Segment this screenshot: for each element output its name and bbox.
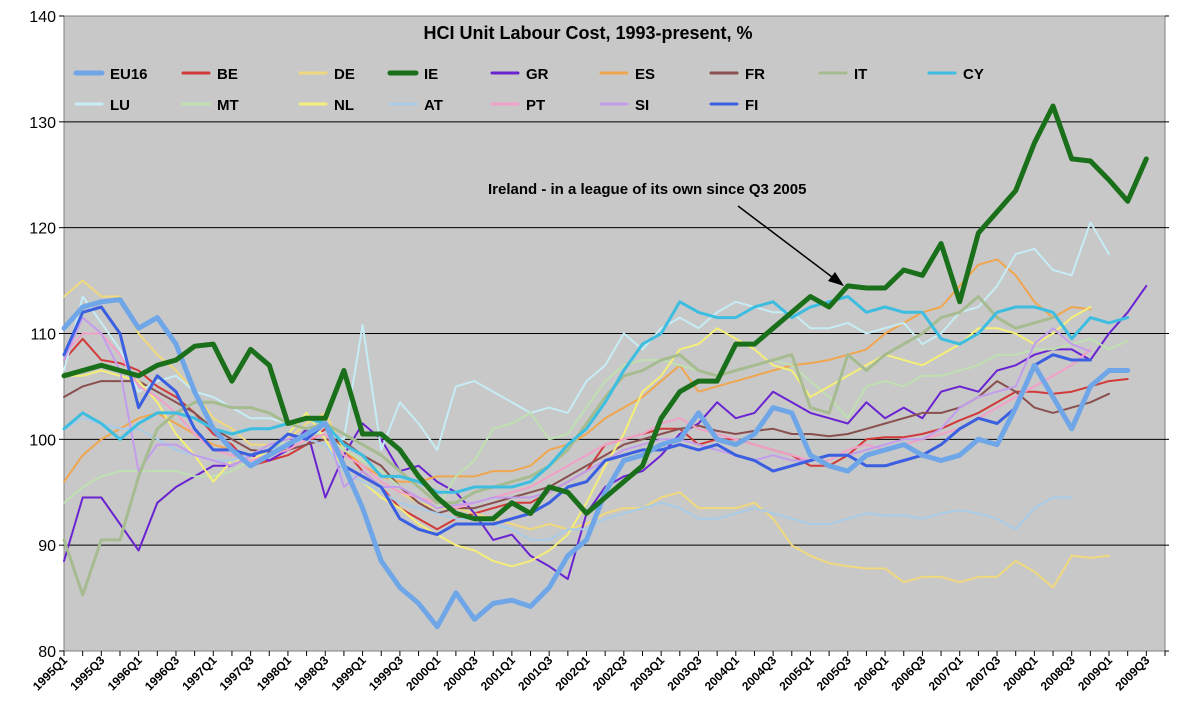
legend-label-eu16: EU16 [110, 66, 148, 83]
y-tick-label: 100 [29, 432, 56, 449]
x-tick-label: 2006Q1 [851, 653, 891, 693]
x-tick-label: 2001Q1 [478, 653, 518, 693]
legend-label-be: BE [217, 66, 238, 83]
x-tick-label: 2006Q3 [888, 653, 928, 693]
legend-label-es: ES [635, 66, 655, 83]
x-tick-label: 2008Q3 [1038, 653, 1078, 693]
annotation-text: Ireland - in a league of its own since Q… [488, 181, 806, 198]
x-tick-label: 1998Q1 [254, 653, 294, 693]
series-line-lu [63, 221, 1110, 451]
x-tick-label: 2004Q1 [702, 653, 742, 693]
legend-label-fr: FR [745, 66, 765, 83]
legend-label-it: IT [854, 66, 867, 83]
x-tick-label: 1999Q3 [366, 653, 406, 693]
series-line-fr [63, 380, 1110, 515]
x-tick-label: 1996Q1 [105, 653, 145, 693]
legend-label-gr: GR [526, 66, 549, 83]
legend-label-pt: PT [526, 97, 545, 114]
x-tick-label: 2003Q1 [627, 653, 667, 693]
legend-label-lu: LU [110, 97, 130, 114]
series-line-de [63, 279, 1110, 589]
y-tick-label: 90 [38, 538, 56, 555]
y-tick-label: 80 [38, 644, 56, 661]
y-tick-label: 110 [30, 327, 56, 344]
x-tick-label: 2009Q3 [1112, 653, 1152, 693]
x-tick-label: 2005Q1 [776, 653, 816, 693]
y-axis: 80 90 100 110 120 130 140 [29, 9, 1169, 661]
x-tick-label: 2009Q1 [1075, 653, 1115, 693]
x-tick-label: 2000Q3 [441, 653, 481, 693]
chart-title: HCI Unit Labour Cost, 1993-present, % [423, 23, 752, 43]
legend-label-at: AT [424, 97, 443, 114]
x-tick-label: 2002Q3 [590, 653, 630, 693]
series-line-ie [61, 103, 1149, 522]
x-tick-label: 2002Q1 [553, 653, 593, 693]
x-tick-label: 2007Q1 [926, 653, 966, 693]
series-line-cy [62, 295, 1130, 494]
legend-label-nl: NL [334, 97, 354, 114]
series-line-at [63, 417, 1073, 541]
x-tick-label: 2007Q3 [963, 653, 1003, 693]
x-tick-label: 1997Q3 [217, 653, 257, 693]
x-tick-label: 2000Q1 [403, 653, 443, 693]
x-tick-label: 2008Q1 [1000, 653, 1040, 693]
legend-label-ie: IE [424, 66, 438, 83]
legend: EU16 BE DE IE GR ES FR IT CY LU MT NL AT PT SI FI [73, 66, 984, 114]
legend-label-si: SI [635, 97, 649, 114]
x-tick-label: 1997Q1 [179, 653, 219, 693]
x-tick-label: 1998Q3 [291, 653, 331, 693]
x-axis: 1995Q11995Q31996Q11996Q31997Q11997Q31998… [30, 651, 1166, 693]
y-tick-label: 140 [29, 9, 56, 26]
series-line-eu16 [61, 297, 1131, 630]
x-tick-label: 2005Q3 [814, 653, 854, 693]
series-line-it [62, 295, 1055, 597]
x-tick-label: 1995Q3 [67, 653, 107, 693]
x-tick-label: 2001Q3 [515, 653, 555, 693]
x-tick-label: 1996Q3 [142, 653, 182, 693]
x-tick-label: 2003Q3 [665, 653, 705, 693]
annotation-arrow [737, 205, 844, 286]
series-line-si [63, 316, 1092, 510]
legend-label-de: DE [334, 66, 355, 83]
y-tick-label: 130 [29, 115, 56, 132]
legend-label-fi: FI [745, 97, 758, 114]
legend-label-cy: CY [963, 66, 984, 83]
x-tick-label: 2004Q3 [739, 653, 779, 693]
series-line-mt [63, 337, 1129, 510]
legend-label-mt: MT [217, 97, 239, 114]
y-tick-label: 120 [29, 221, 56, 238]
series-lines [61, 103, 1149, 630]
x-tick-label: 1999Q1 [329, 653, 369, 693]
